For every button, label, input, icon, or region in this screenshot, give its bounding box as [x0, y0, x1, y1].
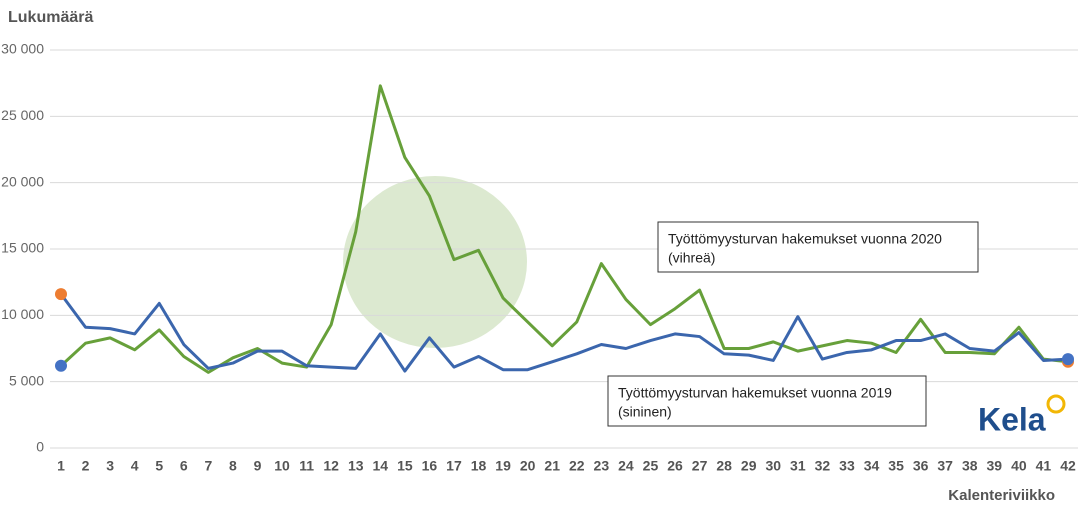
x-tick-label: 22 [569, 458, 585, 474]
logo: Kela [978, 401, 1046, 437]
x-tick-label: 21 [544, 458, 560, 474]
y-tick-label: 25 000 [1, 107, 44, 123]
x-tick-label: 41 [1036, 458, 1052, 474]
series-line [59, 293, 1069, 373]
annotation-box [607, 375, 927, 427]
y-tick-label: 20 000 [1, 173, 44, 189]
x-tick-label: 8 [229, 458, 237, 474]
x-tick-label: 25 [643, 458, 659, 474]
x-tick-label: 42 [1060, 458, 1076, 474]
x-tick-label: 31 [790, 458, 806, 474]
endpoint-marker [1062, 353, 1074, 366]
x-tick-label: 14 [373, 458, 389, 474]
x-tick-label: 36 [913, 458, 929, 474]
x-tick-label: 5 [155, 458, 163, 474]
annotation: (sininen) [618, 404, 672, 420]
x-tick-label: 9 [254, 458, 262, 474]
x-axis-label: Kalenteriviikko [948, 487, 1055, 504]
annotation: Työttömyysturvan hakemukset vuonna 2020 [668, 231, 942, 247]
y-tick-label: 5 000 [9, 372, 44, 388]
x-tick-label: 23 [594, 458, 610, 474]
x-tick-label: 40 [1011, 458, 1027, 474]
x-tick-label: 37 [937, 458, 953, 474]
x-tick-label: 4 [131, 458, 139, 474]
x-tick-label: 10 [274, 458, 290, 474]
x-tick-label: 16 [422, 458, 438, 474]
x-tick-label: 6 [180, 458, 188, 474]
x-tick-label: 7 [204, 458, 212, 474]
annotation: (vihreä) [668, 250, 715, 266]
y-tick-label: 0 [36, 439, 44, 455]
y-tick-label: 30 000 [1, 41, 44, 57]
x-tick-label: 17 [446, 458, 462, 474]
x-tick-label: 18 [471, 458, 487, 474]
x-tick-label: 24 [618, 458, 634, 474]
endpoint-marker [55, 288, 67, 301]
y-tick-label: 10 000 [1, 306, 44, 322]
x-tick-label: 34 [864, 458, 880, 474]
logo-icon [1046, 394, 1066, 414]
x-tick-label: 30 [765, 458, 781, 474]
x-tick-label: 2 [82, 458, 90, 474]
y-tick-label: 15 000 [1, 240, 44, 256]
x-tick-label: 12 [323, 458, 339, 474]
lines [55, 84, 1074, 374]
annotation: Työttömyysturvan hakemukset vuonna 2019 [618, 385, 892, 401]
x-tick-label: 35 [888, 458, 904, 474]
x-tick-label: 32 [815, 458, 831, 474]
x-tick-label: 1 [57, 458, 65, 474]
x-tick-label: 39 [987, 458, 1003, 474]
series-line [59, 84, 1069, 374]
x-tick-label: 33 [839, 458, 855, 474]
x-tick-label: 13 [348, 458, 364, 474]
endpoint-marker [55, 359, 67, 372]
x-tick-label: 15 [397, 458, 413, 474]
x-tick-label: 27 [692, 458, 708, 474]
annotation-box [657, 221, 979, 273]
x-tick-label: 11 [299, 458, 314, 474]
x-tick-label: 3 [106, 458, 114, 474]
x-tick-label: 28 [716, 458, 732, 474]
highlight-ellipse [343, 176, 527, 348]
x-tick-label: 20 [520, 458, 536, 474]
x-tick-label: 29 [741, 458, 757, 474]
y-axis-label: Lukumäärä [8, 9, 93, 26]
grid [50, 49, 1078, 449]
x-tick-label: 38 [962, 458, 978, 474]
x-tick-label: 19 [495, 458, 511, 474]
x-tick-label: 26 [667, 458, 683, 474]
